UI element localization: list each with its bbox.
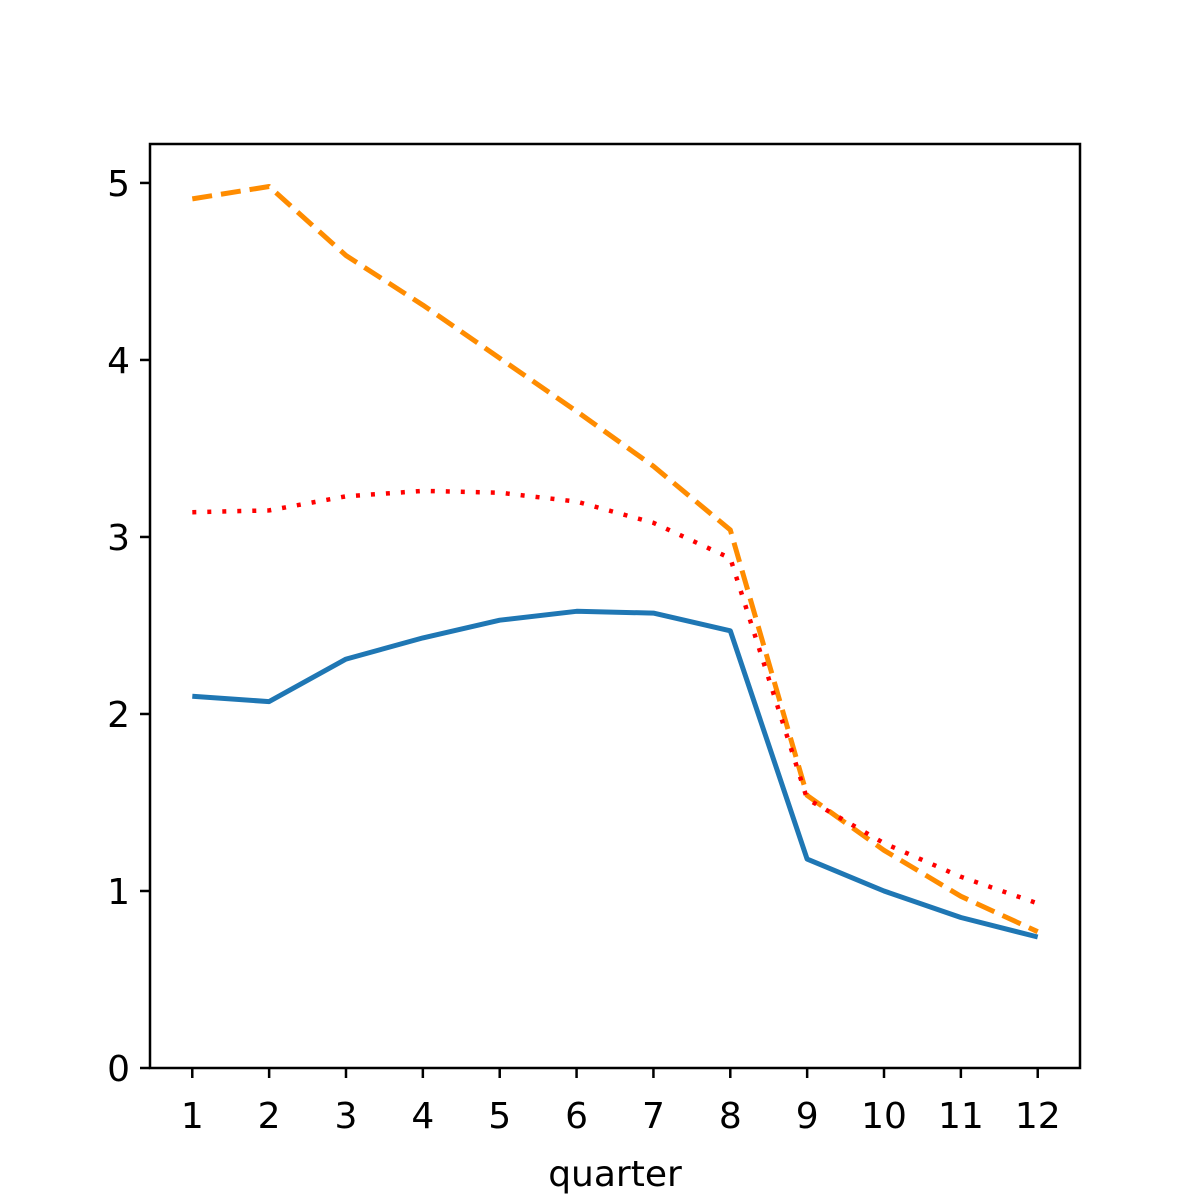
x-tick-label: 4 <box>411 1096 434 1137</box>
y-tick-label: 3 <box>107 518 130 559</box>
x-tick-label: 1 <box>181 1096 204 1137</box>
series-line-3-dotted <box>192 488 1039 906</box>
x-tick-label: 10 <box>861 1096 907 1137</box>
x-axis-label: quarter <box>548 1154 682 1195</box>
x-tick-label: 9 <box>796 1096 819 1137</box>
x-tick-label: 3 <box>335 1096 358 1137</box>
series-line-2-dashed <box>191 184 1039 934</box>
x-tick-label: 6 <box>565 1096 588 1137</box>
x-tick-label: 5 <box>488 1096 511 1137</box>
y-tick-label: 2 <box>107 695 130 736</box>
y-tick-label: 1 <box>107 872 130 913</box>
x-tick-label: 7 <box>642 1096 665 1137</box>
x-axis: 1 2 3 4 5 6 7 8 9 10 11 12 <box>181 1068 1061 1137</box>
y-tick-label: 0 <box>107 1049 130 1090</box>
y-tick-label: 4 <box>107 341 130 382</box>
series-line-1-solid <box>192 608 1039 940</box>
series-layer <box>191 184 1039 940</box>
plot-frame <box>148 142 1082 1070</box>
y-tick-label: 5 <box>107 164 130 205</box>
x-tick-label: 12 <box>1015 1096 1061 1137</box>
y-axis: 0 1 2 3 4 5 <box>107 164 150 1090</box>
x-tick-label: 11 <box>938 1096 984 1137</box>
x-tick-label: 2 <box>258 1096 281 1137</box>
x-tick-label: 8 <box>719 1096 742 1137</box>
